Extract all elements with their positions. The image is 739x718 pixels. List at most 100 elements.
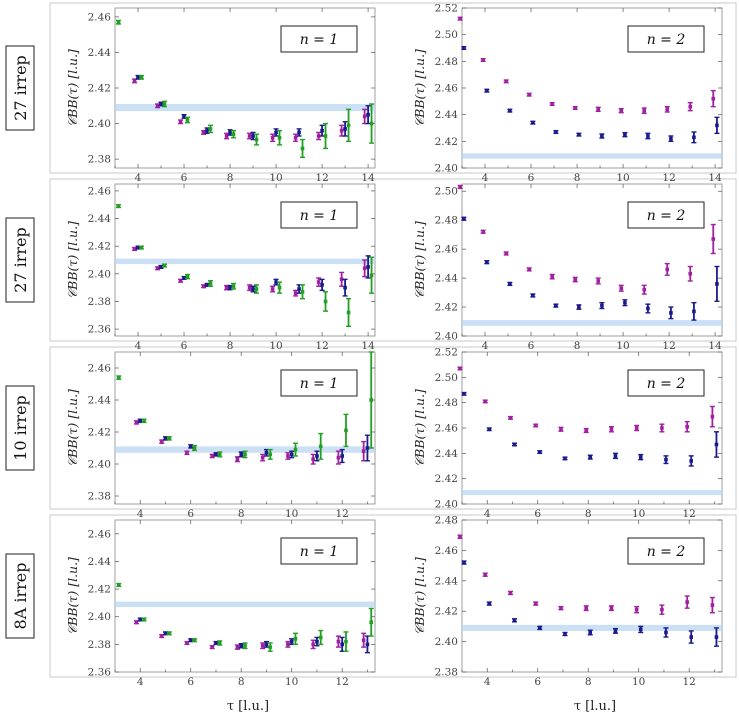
- data-point: [274, 130, 278, 135]
- data-point: [638, 627, 643, 632]
- data-point: [559, 606, 563, 610]
- data-point: [116, 204, 121, 208]
- y-tick-label: 2.38: [435, 667, 458, 679]
- panels: 2.38 2.40 2.42 2.44 2.46 4 6 8 10 12 14 𝒞BB(τ) [l.u…: [65, 3, 723, 688]
- x-tick-label: 8: [227, 172, 234, 184]
- y-tick-label: 2.40: [435, 636, 458, 648]
- reference-band: [462, 320, 722, 326]
- data-point: [533, 601, 538, 606]
- x-tick-label: 10: [269, 172, 282, 184]
- data-point: [323, 299, 328, 304]
- data-point: [188, 444, 193, 449]
- y-tick-label: 2.46: [435, 83, 459, 95]
- y-tick-label: 2.44: [435, 575, 459, 587]
- data-point: [462, 46, 466, 50]
- x-tick-label: 6: [181, 172, 188, 184]
- irrep-label-box-0: 27 irrep: [5, 45, 35, 131]
- data-point: [159, 265, 163, 269]
- x-tick-label: 8: [585, 676, 592, 688]
- x-tick-label: 8: [238, 676, 245, 688]
- y-tick-label: 2.48: [435, 215, 458, 227]
- panel-5: 2.40 2.42 2.44 2.46 2.48 2.50 2.52 4 6 8 10 12 𝒞BB(τ…: [412, 347, 723, 520]
- y-tick-label: 2.38: [88, 639, 111, 651]
- data-point: [508, 108, 512, 113]
- y-tick-label: 2.46: [435, 545, 459, 557]
- y-tick-label: 2.44: [88, 556, 112, 568]
- data-point: [344, 428, 348, 433]
- data-point: [167, 631, 172, 636]
- y-tick-label: 2.40: [435, 331, 458, 343]
- y-tick-label: 2.38: [88, 154, 111, 166]
- data-point: [243, 643, 247, 648]
- data-point: [714, 635, 719, 639]
- data-point: [527, 92, 531, 97]
- x-tick-label: 14: [708, 172, 722, 184]
- data-point: [638, 455, 643, 459]
- series-green: [115, 19, 375, 159]
- data-point: [136, 245, 140, 250]
- data-point: [134, 420, 139, 425]
- data-point: [339, 128, 344, 133]
- data-point: [346, 310, 351, 315]
- y-tick-label: 2.36: [88, 667, 112, 679]
- data-point: [318, 444, 323, 449]
- x-tick-label: 10: [632, 676, 645, 688]
- data-point: [613, 629, 618, 633]
- data-point: [483, 572, 488, 577]
- series-magenta: [133, 420, 367, 465]
- data-point: [692, 135, 696, 140]
- data-point: [577, 132, 581, 137]
- data-point: [537, 626, 542, 630]
- irrep-label-box-2: 10 irrep: [5, 385, 35, 471]
- y-tick-label: 2.40: [88, 268, 111, 280]
- x-tick-label: 10: [616, 172, 629, 184]
- y-tick-label: 2.44: [88, 395, 112, 407]
- data-point: [293, 637, 298, 641]
- data-point: [369, 398, 374, 402]
- data-point: [315, 639, 319, 644]
- x-tick-label: 12: [662, 340, 675, 352]
- y-tick-label: 2.42: [88, 83, 111, 95]
- data-point: [715, 123, 719, 128]
- series-magenta: [457, 184, 716, 295]
- data-point: [669, 136, 673, 141]
- panel-3: 2.40 2.42 2.44 2.46 2.48 2.50 4 6 8 10 12 14 𝒞BB(τ) …: [412, 183, 723, 352]
- data-point: [159, 634, 164, 638]
- panel-1: 2.40 2.42 2.44 2.46 2.48 2.50 2.52 4 6 8 10 12 14 𝒞BB…: [412, 3, 723, 184]
- irrep-label-box-1: 27 irrep: [5, 217, 35, 303]
- x-tick-label: 6: [534, 508, 541, 520]
- irrep-label-3: 8A irrep: [11, 563, 30, 630]
- x-tick-label: 12: [662, 172, 675, 184]
- x-tick-label: 6: [181, 340, 188, 352]
- data-point: [689, 459, 694, 463]
- data-point: [369, 620, 374, 625]
- panel-6: 2.36 2.38 2.40 2.42 2.44 2.46 4 6 8 10 12 𝒞BB(τ) [l…: [65, 519, 376, 688]
- data-point: [182, 114, 186, 119]
- data-point: [210, 454, 214, 458]
- n-label: n = 2: [647, 208, 686, 224]
- x-tick-label: 14: [708, 340, 722, 352]
- data-point: [609, 427, 614, 432]
- series-navy: [461, 391, 719, 467]
- x-tick-label: 8: [585, 508, 592, 520]
- data-point: [264, 451, 269, 455]
- series-magenta: [457, 534, 715, 615]
- x-tick-label: 4: [482, 172, 489, 184]
- x-axis-label-left: τ [l.u.]: [227, 699, 269, 714]
- y-tick-label: 2.36: [88, 324, 112, 336]
- data-point: [634, 607, 639, 612]
- y-tick-label: 2.42: [435, 473, 458, 485]
- y-tick-label: 2.42: [88, 584, 111, 596]
- data-point: [163, 631, 168, 636]
- data-point: [277, 285, 282, 290]
- series-green: [116, 582, 374, 652]
- y-tick-label: 2.50: [435, 186, 458, 198]
- data-point: [323, 134, 328, 138]
- data-point: [481, 229, 485, 234]
- data-point: [600, 134, 604, 138]
- data-point: [462, 216, 466, 221]
- data-point: [247, 134, 252, 138]
- data-point: [178, 278, 183, 283]
- data-point: [366, 112, 370, 117]
